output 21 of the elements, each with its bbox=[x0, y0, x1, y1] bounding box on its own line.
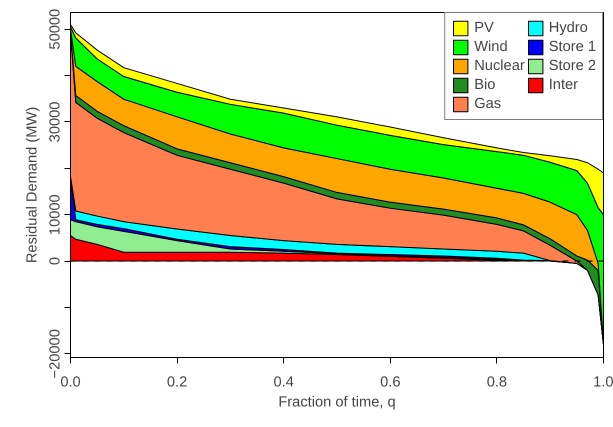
x-tick-label: 0.4 bbox=[274, 374, 294, 390]
x-tick-label: 1.0 bbox=[593, 374, 613, 390]
x-tick-label: 0.2 bbox=[166, 374, 188, 390]
legend-label: Inter bbox=[548, 77, 578, 93]
x-tick-label: 0.8 bbox=[486, 374, 508, 390]
legend-label: Wind bbox=[474, 39, 508, 55]
legend-label: Nuclear bbox=[474, 58, 525, 74]
legend-label: Hydro bbox=[548, 20, 588, 36]
y-axis-title: Residual Demand (MW) bbox=[24, 106, 40, 264]
legend-label: Bio bbox=[474, 77, 496, 93]
y-tick-label: 50000 bbox=[48, 8, 64, 50]
y-tick-label: 0 bbox=[48, 256, 64, 266]
legend-label: PV bbox=[474, 20, 494, 36]
x-axis-title: Fraction of time, q bbox=[278, 394, 396, 410]
y-tick-label: 30000 bbox=[48, 102, 64, 142]
x-tick-label: 0.0 bbox=[60, 374, 81, 390]
x-tick-label: 0.6 bbox=[380, 374, 400, 390]
y-tick-label: 10000 bbox=[48, 194, 64, 236]
legend-label: Store 2 bbox=[548, 58, 596, 74]
legend-label: Store 1 bbox=[548, 39, 596, 55]
legend-label: Gas bbox=[474, 96, 502, 112]
